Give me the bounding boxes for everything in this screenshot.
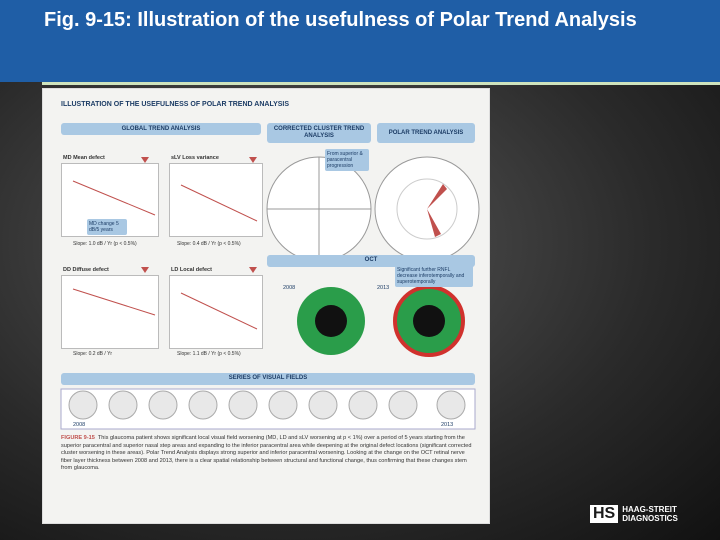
section-bar (267, 255, 475, 267)
year-label: 2013 (441, 422, 454, 428)
plot-slope: Slope: 1.1 dB / Yr (p < 0.5%) (177, 351, 241, 357)
section-bar (61, 373, 475, 385)
section-header: CORRECTED CLUSTER TREND ANALYSIS (267, 123, 371, 143)
plot-slope: Slope: 0.4 dB / Yr (p < 0.5%) (177, 241, 241, 247)
plot-label: LD Local defect (171, 267, 212, 273)
cluster-note: From superior & paracentral progression (325, 149, 369, 171)
caption-label: FIGURE 9-15 (61, 435, 95, 441)
plot-slope: Slope: 1.0 dB / Yr (p < 0.5%) (73, 241, 137, 247)
plot-note: MD change 5 dB/5 years (87, 219, 127, 235)
divider (42, 82, 720, 85)
section-header: SERIES OF VISUAL FIELDS (228, 375, 308, 381)
trend-lines (72, 180, 258, 330)
plot-slope: Slope: 0.2 dB / Yr (73, 351, 113, 357)
section-header: GLOBAL TREND ANALYSIS (61, 123, 261, 135)
figure-title: ILLUSTRATION OF THE USEFULNESS OF POLAR … (61, 101, 290, 108)
polar-ring (396, 178, 458, 240)
markers (141, 157, 257, 273)
visual-fields (68, 390, 466, 420)
plot (61, 275, 159, 349)
figure: ILLUSTRATION OF THE USEFULNESS OF POLAR … (42, 88, 490, 524)
section-header: POLAR TREND ANALYSIS (377, 123, 475, 143)
year-label: 2013 (377, 285, 390, 291)
caption: FIGURE 9-15 This glaucoma patient shows s… (61, 435, 475, 473)
plot-label: DD Diffuse defect (63, 267, 109, 273)
logo-line: HAAG-STREIT (622, 505, 677, 514)
caption-text: This glaucoma patient shows significant … (61, 435, 472, 471)
title-bar (0, 0, 720, 82)
section-header: OCT (364, 257, 378, 263)
logo-mark: HS (590, 505, 619, 523)
slide-title: Fig. 9-15: Illustration of the usefulnes… (44, 9, 637, 31)
plot-label: MD Mean defect (63, 155, 105, 161)
logo: HS HAAG-STREIT DIAGNOSTICS (590, 505, 678, 523)
figure-graphics (60, 156, 480, 430)
plot (169, 163, 263, 237)
logo-line: DIAGNOSTICS (622, 514, 678, 523)
year-label: 2008 (283, 285, 296, 291)
oct-center (413, 305, 445, 337)
oct-note: Significant further RNFL decrease infero… (395, 265, 473, 287)
year-label: 2008 (73, 422, 86, 428)
plot (169, 275, 263, 349)
plot-label: sLV Loss variance (171, 155, 219, 161)
polar-bars (427, 184, 447, 237)
logo-words: HAAG-STREIT DIAGNOSTICS (622, 505, 678, 523)
oct-center (315, 305, 347, 337)
